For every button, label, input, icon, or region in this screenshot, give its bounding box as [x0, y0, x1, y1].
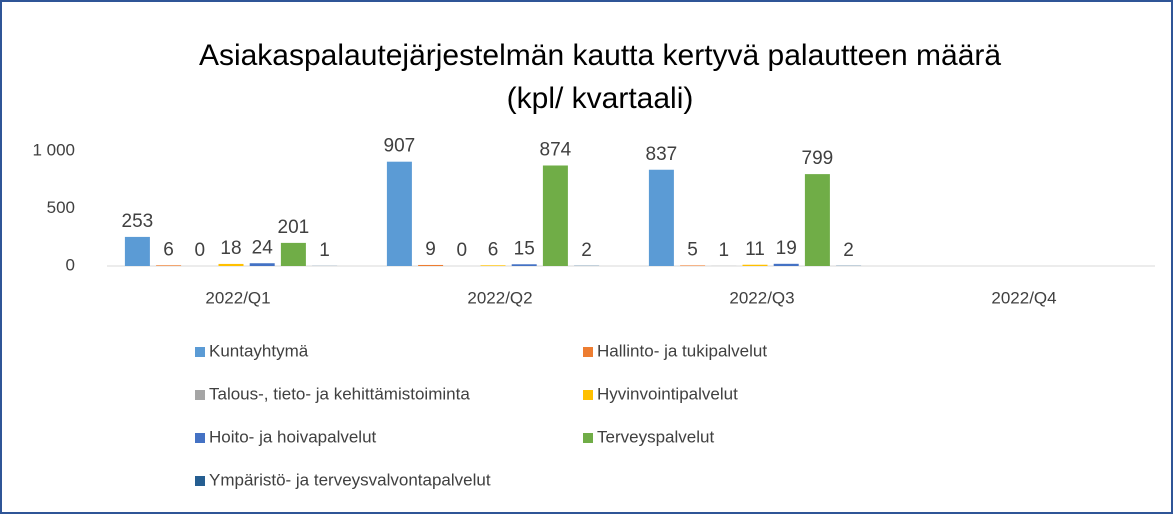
chart-title: Asiakaspalautejärjestelmän kautta kertyv…: [199, 39, 1001, 72]
legend-label: Talous-, tieto- ja kehittämistoiminta: [209, 384, 470, 403]
data-label: 6: [488, 239, 499, 260]
data-label: 837: [646, 144, 678, 165]
bar: [742, 264, 768, 266]
legend-label: Terveyspalvelut: [597, 427, 714, 446]
bar: [418, 264, 444, 266]
x-tick-label: 2022/Q3: [729, 288, 794, 307]
bar: [386, 161, 412, 266]
data-label: 2: [843, 240, 854, 261]
legend-label: Ympäristö- ja terveysvalvontapalvelut: [209, 470, 491, 489]
data-label: 1: [319, 240, 330, 261]
bar: [804, 174, 830, 266]
bar: [280, 242, 306, 266]
bar: [124, 236, 150, 266]
chart-title: (kpl/ kvartaali): [507, 82, 694, 115]
data-label: 201: [278, 217, 310, 238]
data-label: 874: [540, 140, 572, 161]
legend-label: Hoito- ja hoivapalvelut: [209, 427, 377, 446]
data-label: 0: [457, 240, 468, 261]
data-label: 907: [384, 136, 416, 157]
bar: [249, 263, 275, 266]
legend-swatch: [195, 433, 205, 443]
legend-swatch: [195, 390, 205, 400]
data-label: 18: [220, 238, 241, 259]
data-label: 1: [719, 240, 730, 261]
data-label: 0: [195, 240, 206, 261]
bar: [773, 263, 799, 266]
bar: [511, 264, 537, 266]
data-label: 5: [687, 239, 698, 260]
bar: [480, 265, 506, 266]
legend-swatch: [583, 433, 593, 443]
legend-label: Hyvinvointipalvelut: [597, 384, 738, 403]
data-label: 799: [802, 148, 834, 169]
data-label: 15: [514, 238, 535, 259]
legend-swatch: [583, 390, 593, 400]
y-tick-label: 500: [47, 198, 75, 217]
bar: [542, 165, 568, 266]
data-label: 6: [163, 239, 174, 260]
x-tick-label: 2022/Q1: [205, 288, 270, 307]
x-tick-label: 2022/Q4: [991, 288, 1056, 307]
y-tick-label: 1 000: [32, 140, 75, 159]
legend-swatch: [195, 476, 205, 486]
y-tick-label: 0: [66, 255, 75, 274]
bar: [218, 263, 244, 266]
data-label: 11: [745, 239, 765, 260]
data-label: 19: [776, 238, 797, 259]
bar: [156, 265, 182, 266]
legend-label: Hallinto- ja tukipalvelut: [597, 341, 767, 360]
data-label: 9: [425, 239, 436, 260]
data-label: 253: [122, 211, 154, 232]
data-label: 24: [252, 237, 274, 258]
data-label: 2: [581, 240, 592, 261]
bar: [680, 265, 706, 266]
x-tick-label: 2022/Q2: [467, 288, 532, 307]
legend-swatch: [195, 347, 205, 357]
bar: [648, 169, 674, 266]
legend-label: Kuntayhtymä: [209, 341, 309, 360]
legend-swatch: [583, 347, 593, 357]
